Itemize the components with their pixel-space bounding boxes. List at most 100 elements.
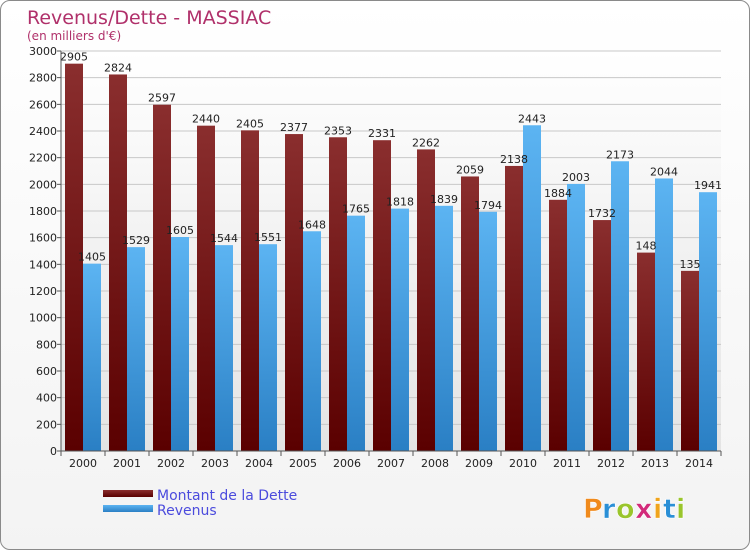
data-label: 1941 bbox=[694, 179, 722, 192]
data-labels: 2905 1405 2824 1529 2597 1605 2440 1544 2405 1551… bbox=[60, 51, 722, 271]
data-label: 2059 bbox=[456, 163, 484, 176]
legend-label-debt: Montant de la Dette bbox=[157, 488, 297, 504]
x-tick-label: 2000 bbox=[69, 457, 97, 470]
bar-revenus bbox=[391, 208, 409, 451]
x-tick-label: 2003 bbox=[201, 457, 229, 470]
bar-dette bbox=[153, 104, 171, 451]
bar-revenus bbox=[259, 244, 277, 451]
data-label: 2905 bbox=[60, 51, 88, 64]
bar-revenus bbox=[171, 237, 189, 451]
data-label: 1765 bbox=[342, 203, 370, 216]
bar-dette bbox=[285, 134, 303, 452]
bar-dette bbox=[505, 165, 523, 451]
data-label: 1794 bbox=[474, 199, 502, 212]
bars bbox=[65, 63, 717, 452]
x-tick-label: 2014 bbox=[685, 457, 713, 470]
bar-revenus bbox=[699, 192, 717, 451]
data-label: 1551 bbox=[254, 231, 282, 244]
bar-revenus bbox=[303, 231, 321, 451]
x-tick-label: 2011 bbox=[553, 457, 581, 470]
data-label: 148 bbox=[636, 240, 657, 253]
x-tick-label: 2006 bbox=[333, 457, 361, 470]
bar-revenus bbox=[215, 245, 233, 451]
data-label: 2262 bbox=[412, 136, 440, 149]
logo-letter: i bbox=[653, 494, 662, 525]
data-label: 1544 bbox=[210, 232, 238, 245]
legend: Montant de la Dette Revenus bbox=[103, 488, 297, 519]
logo-letter: x bbox=[635, 494, 652, 525]
bar-dette bbox=[593, 220, 611, 451]
data-label: 2597 bbox=[148, 92, 176, 105]
data-label: 1529 bbox=[122, 234, 150, 247]
data-label: 2173 bbox=[606, 148, 634, 161]
y-tick-label: 400 bbox=[36, 392, 57, 405]
legend-swatch-debt bbox=[103, 490, 153, 497]
data-label: 2377 bbox=[280, 121, 308, 134]
x-tick-label: 2013 bbox=[641, 457, 669, 470]
y-tick-label: 800 bbox=[36, 338, 57, 351]
bar-revenus bbox=[611, 161, 629, 451]
legend-label-revenus: Revenus bbox=[157, 503, 217, 519]
data-label: 135 bbox=[680, 258, 701, 271]
x-axis: 2000 2001 2002 2003 2004 2005 2006 2007 2008 2009… bbox=[60, 450, 722, 470]
bar-dette bbox=[109, 74, 127, 451]
data-label: 1648 bbox=[298, 218, 326, 231]
data-label: 2353 bbox=[324, 124, 352, 137]
data-label: 1884 bbox=[544, 187, 572, 200]
data-label: 2331 bbox=[368, 127, 396, 140]
data-label: 2824 bbox=[104, 61, 132, 74]
data-label: 1839 bbox=[430, 193, 458, 206]
bar-revenus bbox=[479, 211, 497, 451]
x-tick-label: 2001 bbox=[113, 457, 141, 470]
y-tick-label: 600 bbox=[36, 365, 57, 378]
data-label: 1405 bbox=[78, 251, 106, 264]
data-label: 2138 bbox=[500, 153, 528, 166]
y-tick-label: 0 bbox=[50, 445, 57, 458]
x-tick-label: 2008 bbox=[421, 457, 449, 470]
bar-dette bbox=[461, 176, 479, 451]
x-tick-label: 2002 bbox=[157, 457, 185, 470]
bar-dette bbox=[637, 252, 655, 451]
y-tick-label: 1400 bbox=[29, 258, 57, 271]
logo-letter: o bbox=[616, 494, 635, 525]
y-tick-label: 1600 bbox=[29, 232, 57, 245]
y-tick-label: 1000 bbox=[29, 312, 57, 325]
y-tick-label: 2800 bbox=[29, 72, 57, 85]
y-tick-label: 1800 bbox=[29, 205, 57, 218]
logo-letter: t bbox=[663, 494, 676, 525]
y-tick-label: 2400 bbox=[29, 125, 57, 138]
data-label: 2443 bbox=[518, 112, 546, 125]
data-label: 2440 bbox=[192, 113, 220, 126]
x-tick-label: 2012 bbox=[597, 457, 625, 470]
bar-dette bbox=[329, 137, 347, 451]
y-tick-label: 2200 bbox=[29, 152, 57, 165]
bar-dette bbox=[373, 140, 391, 451]
bar-revenus bbox=[435, 205, 453, 451]
bar-dette bbox=[417, 149, 435, 451]
data-label: 1605 bbox=[166, 224, 194, 237]
bar-dette bbox=[681, 270, 699, 451]
logo-letter: r bbox=[602, 494, 616, 525]
y-tick-label: 3000 bbox=[29, 45, 57, 58]
data-label: 1732 bbox=[588, 207, 616, 220]
y-tick-label: 2000 bbox=[29, 178, 57, 191]
y-tick-label: 1200 bbox=[29, 285, 57, 298]
x-tick-label: 2009 bbox=[465, 457, 493, 470]
legend-swatch-revenus bbox=[103, 505, 153, 512]
bar-dette bbox=[549, 199, 567, 451]
bar-revenus bbox=[347, 215, 365, 451]
x-tick-label: 2007 bbox=[377, 457, 405, 470]
data-label: 2003 bbox=[562, 171, 590, 184]
y-axis: 0 200 400 600 800 1000 1200 1400 1600 1800 2000 220… bbox=[29, 45, 62, 458]
bar-revenus bbox=[83, 263, 101, 451]
x-tick-label: 2004 bbox=[245, 457, 273, 470]
chart-subtitle: (en milliers d'€) bbox=[27, 29, 121, 43]
bar-dette bbox=[197, 125, 215, 452]
logo-letter: i bbox=[676, 494, 685, 525]
y-tick-label: 200 bbox=[36, 418, 57, 431]
bar-dette bbox=[65, 63, 83, 452]
bar-revenus bbox=[523, 125, 541, 452]
